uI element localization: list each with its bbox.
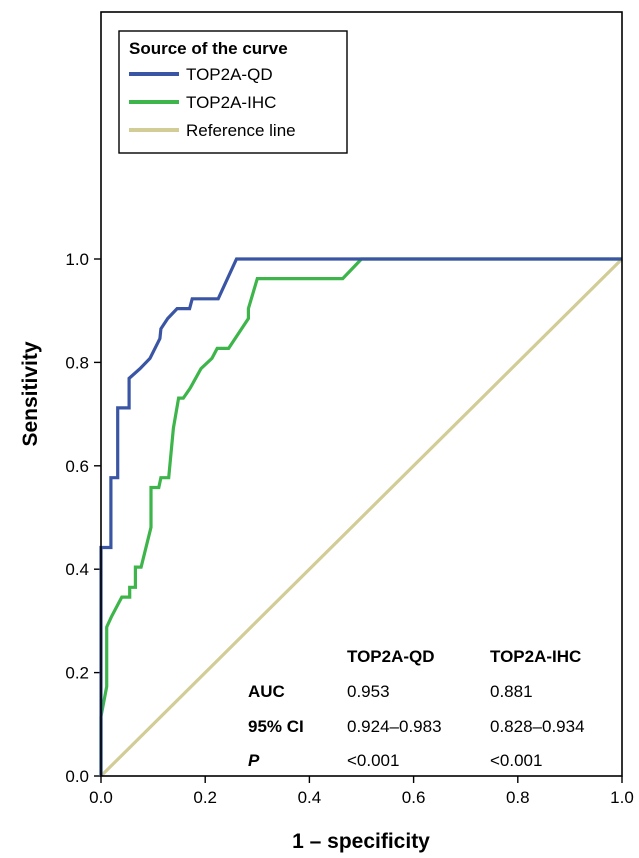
y-tick-label: 0.8: [65, 353, 89, 372]
legend: Source of the curve TOP2A-QD TOP2A-IHC Refe…: [118, 30, 348, 154]
stats-row-label: P: [248, 751, 260, 770]
legend-title: Source of the curve: [129, 39, 288, 58]
ticks-layer: 0.0 0.2 0.4 0.6 0.8 1.0 0.0 0.2 0.4 0.6 0.8 1.0: [65, 250, 633, 807]
stats-column-header: TOP2A-IHC: [490, 647, 581, 666]
x-tick-label: 0.8: [506, 788, 530, 807]
x-tick-label: 0.2: [193, 788, 217, 807]
y-tick-label: 0.0: [65, 767, 89, 786]
x-tick-label: 0.0: [89, 788, 113, 807]
x-tick-label: 0.6: [402, 788, 426, 807]
stats-row-label: 95% CI: [248, 717, 304, 736]
stats-column-header: TOP2A-QD: [347, 647, 435, 666]
x-axis-title: 1 – specificity: [292, 830, 430, 853]
legend-box: [118, 30, 348, 154]
series-line-top2a-qd: [99, 257, 622, 776]
series-layer: [99, 257, 624, 778]
series-line-top2a-ihc: [99, 257, 622, 776]
stats-cell: <0.001: [490, 751, 542, 770]
legend-label: TOP2A-QD: [186, 65, 273, 84]
legend-label: TOP2A-IHC: [186, 93, 276, 112]
y-axis-title: Sensitivity: [19, 341, 42, 446]
y-tick-label: 1.0: [65, 250, 89, 269]
x-tick-label: 0.4: [298, 788, 322, 807]
y-tick-label: 0.2: [65, 664, 89, 683]
y-tick-label: 0.6: [65, 457, 89, 476]
stats-cell: <0.001: [347, 751, 399, 770]
legend-label: Reference line: [186, 121, 296, 140]
stats-row-label: AUC: [248, 682, 285, 701]
stats-cell: 0.881: [490, 682, 533, 701]
x-tick-label: 1.0: [610, 788, 634, 807]
series-line-reference-line: [99, 257, 624, 778]
plot-frame: [100, 11, 623, 777]
stats-table: TOP2A-QD TOP2A-IHC AUC 0.953 0.881 95% CI 0.92…: [248, 647, 585, 770]
stats-cell: 0.924–0.983: [347, 717, 442, 736]
y-tick-label: 0.4: [65, 560, 89, 579]
stats-cell: 0.953: [347, 682, 390, 701]
stats-cell: 0.828–0.934: [490, 717, 585, 736]
